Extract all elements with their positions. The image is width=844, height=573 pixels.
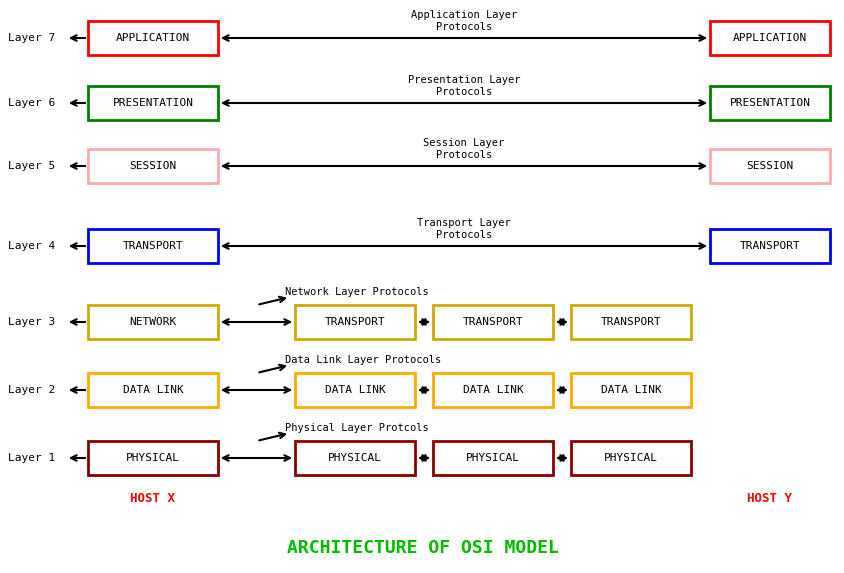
Text: DATA LINK: DATA LINK: [462, 385, 522, 395]
Text: ARCHITECTURE OF OSI MODEL: ARCHITECTURE OF OSI MODEL: [286, 539, 558, 557]
Text: Layer 6: Layer 6: [8, 98, 55, 108]
Text: Layer 3: Layer 3: [8, 317, 55, 327]
Bar: [88, 21, 218, 55]
Bar: [88, 305, 218, 339]
Text: SESSION: SESSION: [745, 161, 793, 171]
Bar: [571, 305, 690, 339]
Text: SESSION: SESSION: [129, 161, 176, 171]
Bar: [571, 373, 690, 407]
Text: Layer 1: Layer 1: [8, 453, 55, 463]
Text: TRANSPORT: TRANSPORT: [738, 241, 799, 251]
Text: Layer 4: Layer 4: [8, 241, 55, 251]
Bar: [88, 229, 218, 263]
Text: Layer 7: Layer 7: [8, 33, 55, 43]
Text: NETWORK: NETWORK: [129, 317, 176, 327]
Bar: [295, 373, 414, 407]
Text: TRANSPORT: TRANSPORT: [122, 241, 183, 251]
Text: DATA LINK: DATA LINK: [600, 385, 661, 395]
Text: PHYSICAL: PHYSICAL: [603, 453, 657, 463]
Text: Presentation Layer
Protocols: Presentation Layer Protocols: [408, 76, 520, 97]
Text: TRANSPORT: TRANSPORT: [600, 317, 661, 327]
Bar: [295, 441, 414, 475]
Bar: [88, 86, 218, 120]
Text: Network Layer Protocols: Network Layer Protocols: [284, 287, 428, 297]
Text: PHYSICAL: PHYSICAL: [465, 453, 519, 463]
Text: PRESENTATION: PRESENTATION: [728, 98, 809, 108]
Bar: [709, 86, 829, 120]
Text: PRESENTATION: PRESENTATION: [112, 98, 193, 108]
Text: Layer 5: Layer 5: [8, 161, 55, 171]
Text: HOST X: HOST X: [130, 492, 176, 504]
Text: PHYSICAL: PHYSICAL: [126, 453, 180, 463]
Text: PHYSICAL: PHYSICAL: [327, 453, 381, 463]
Bar: [709, 21, 829, 55]
Bar: [88, 149, 218, 183]
Text: HOST Y: HOST Y: [747, 492, 792, 504]
Text: Session Layer
Protocols: Session Layer Protocols: [423, 139, 504, 160]
Text: Physical Layer Protcols: Physical Layer Protcols: [284, 423, 428, 433]
Text: APPLICATION: APPLICATION: [116, 33, 190, 43]
Bar: [709, 149, 829, 183]
Text: DATA LINK: DATA LINK: [324, 385, 385, 395]
Bar: [295, 305, 414, 339]
Bar: [571, 441, 690, 475]
Text: Data Link Layer Protocols: Data Link Layer Protocols: [284, 355, 441, 365]
Bar: [88, 441, 218, 475]
Text: Application Layer
Protocols: Application Layer Protocols: [410, 10, 517, 32]
Text: APPLICATION: APPLICATION: [732, 33, 806, 43]
Text: Layer 2: Layer 2: [8, 385, 55, 395]
Bar: [88, 373, 218, 407]
Text: Transport Layer
Protocols: Transport Layer Protocols: [417, 218, 511, 240]
Bar: [709, 229, 829, 263]
Bar: [432, 373, 552, 407]
Text: TRANSPORT: TRANSPORT: [324, 317, 385, 327]
Text: DATA LINK: DATA LINK: [122, 385, 183, 395]
Bar: [432, 305, 552, 339]
Text: TRANSPORT: TRANSPORT: [462, 317, 522, 327]
Bar: [432, 441, 552, 475]
